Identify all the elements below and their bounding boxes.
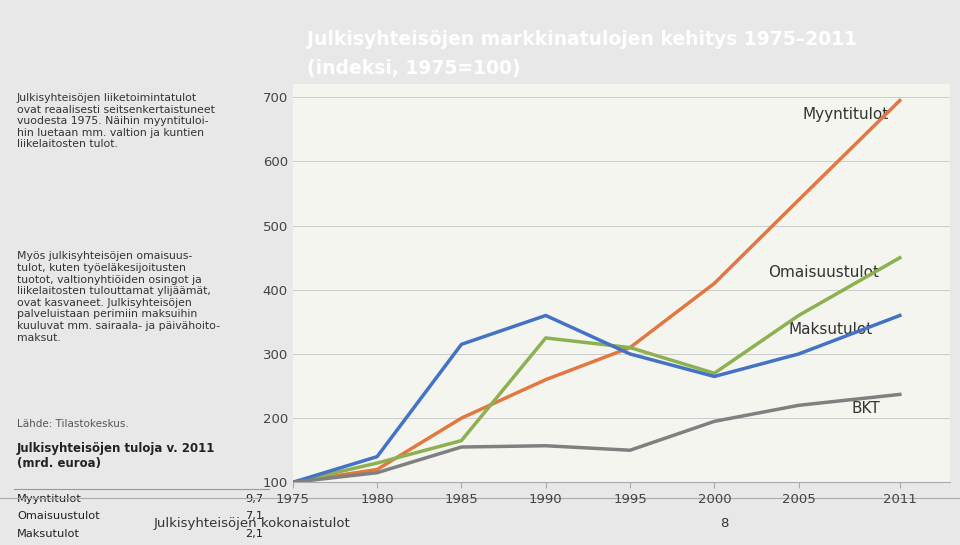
Text: Maksutulot: Maksutulot [17,529,80,539]
Text: 9,7: 9,7 [245,494,263,504]
Text: Julkisyhteisöjen kokonaistulot: Julkisyhteisöjen kokonaistulot [154,517,350,530]
Text: Maksutulot: Maksutulot [789,323,873,337]
Text: Myös julkisyhteisöjen omaisuus-
tulot, kuten työeläkesijoitusten
tuotot, valtion: Myös julkisyhteisöjen omaisuus- tulot, k… [17,251,220,343]
Text: Omaisuustulot: Omaisuustulot [768,265,878,280]
Text: (indeksi, 1975=100): (indeksi, 1975=100) [307,59,520,78]
Text: Lähde: Tilastokeskus.: Lähde: Tilastokeskus. [17,419,129,429]
Text: Julkisyhteisöjen tuloja v. 2011
(mrd. euroa): Julkisyhteisöjen tuloja v. 2011 (mrd. eu… [17,443,215,470]
Text: 2,1: 2,1 [246,529,263,539]
Text: Myyntitulot: Myyntitulot [803,107,889,123]
Text: Myyntitulot: Myyntitulot [17,494,82,504]
Text: 7,1: 7,1 [245,511,263,522]
Text: Omaisuustulot: Omaisuustulot [17,511,100,522]
Text: BKT: BKT [852,401,880,416]
Text: Julkisyhteisöjen markkinatulojen kehitys 1975–2011: Julkisyhteisöjen markkinatulojen kehitys… [307,30,856,49]
Text: Julkisyhteisöjen liiketoimintatulot
ovat reaalisesti seitsenkertaistuneet
vuodes: Julkisyhteisöjen liiketoimintatulot ovat… [17,93,215,149]
Text: 8: 8 [720,517,729,530]
